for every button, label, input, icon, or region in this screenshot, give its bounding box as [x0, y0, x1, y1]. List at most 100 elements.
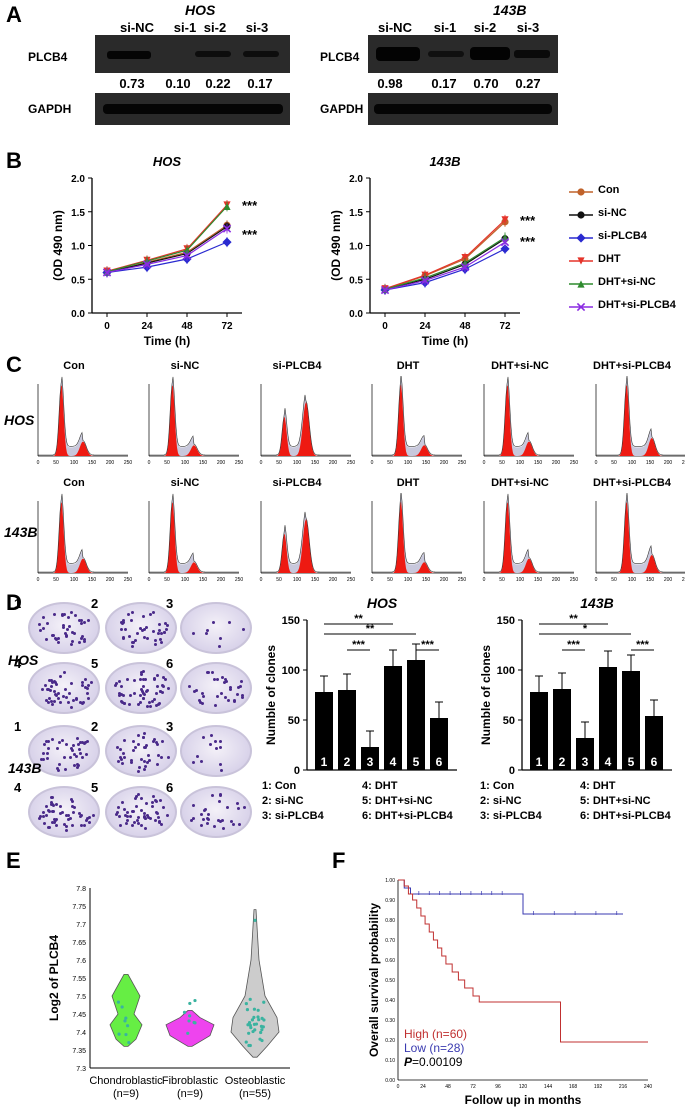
- flow-tick-label: 150: [311, 577, 320, 583]
- flow-tick-label: 250: [570, 460, 578, 466]
- bar-category-label: 4: [605, 755, 612, 769]
- dish-number: 5: [91, 780, 99, 795]
- flow-tick-label: 0: [37, 577, 40, 583]
- density-value: 0.10: [165, 76, 191, 91]
- violin-shape: [165, 1010, 215, 1047]
- clone-key-item: 3: si-PLCB4: [262, 810, 324, 822]
- sample-point: [253, 1028, 257, 1032]
- data-point: [461, 254, 469, 262]
- bar-category-label: 3: [582, 755, 589, 769]
- sample-point: [248, 1023, 252, 1028]
- y-tick-label: 50: [503, 715, 515, 727]
- flow-tick-label: 100: [181, 577, 190, 583]
- colony-dish: [28, 662, 100, 714]
- clone-key-item: 4: DHT: [580, 780, 616, 792]
- loading-label: GAPDH: [320, 102, 364, 116]
- data-point: [222, 224, 232, 233]
- growth-chart-hos: HOS 0.0 0.5 1.0 1.5 2.0 0 24 48 72 Time (h) (OD 490…: [51, 154, 258, 348]
- series-line: [106, 204, 228, 272]
- sample-point: [252, 1015, 256, 1019]
- x-tick-label: 24: [141, 321, 153, 332]
- flow-tick-label: 50: [164, 577, 170, 583]
- data-point: [102, 268, 112, 277]
- y-axis-label: Numble of clones: [264, 645, 278, 745]
- flow-tick-label: 150: [422, 577, 431, 583]
- y-tick-label: 100: [497, 665, 515, 677]
- flow-tick-label: 250: [347, 460, 355, 466]
- legend-label: si-NC: [598, 207, 627, 219]
- clone-key-item: 1: Con: [480, 780, 515, 792]
- flow-row-label: HOS: [4, 412, 35, 428]
- y-tick-label: 0: [509, 765, 515, 777]
- sample-point: [252, 1022, 257, 1026]
- flow-histogram: 0 50 100 150 200 250: [483, 376, 578, 466]
- legend-marker: [577, 211, 585, 219]
- bar-category-label: 5: [628, 755, 635, 769]
- sample-point: [182, 1010, 187, 1014]
- y-tick-label: 0.60: [385, 958, 395, 964]
- flow-tick-label: 150: [534, 577, 543, 583]
- survival-curve-low: [398, 879, 623, 915]
- flow-tick-label: 150: [199, 460, 208, 466]
- legend-high: High (n=60): [404, 1027, 467, 1041]
- colony-dish: [28, 725, 100, 777]
- y-tick-label: 0.5: [349, 275, 363, 286]
- flow-histogram: 0 50 100 150 200 250: [148, 493, 243, 583]
- flow-tick-label: 200: [664, 460, 673, 466]
- flow-tick-label: 100: [293, 460, 302, 466]
- x-tick-label: 192: [594, 1084, 603, 1090]
- flow-tick-label: 150: [88, 460, 97, 466]
- x-tick-label: 24: [420, 1084, 426, 1090]
- flow-tick-label: 0: [371, 577, 374, 583]
- y-tick-label: 7.35: [72, 1048, 86, 1055]
- y-tick-label: 7.65: [72, 940, 86, 947]
- series-line: [384, 238, 506, 290]
- flow-tick-label: 100: [516, 460, 525, 466]
- legend-item: si-NC: [568, 206, 683, 224]
- legend-item: si-PLCB4: [568, 229, 683, 247]
- y-tick-label: 0.0: [349, 309, 363, 320]
- flow-condition-label: Con: [63, 360, 85, 372]
- sample-point: [244, 1040, 248, 1044]
- growth-legend: Con si-NC si-PLCB4 DHT DHT+si-NC DHT+si-PLCB4: [568, 183, 683, 323]
- legend-marker: [576, 233, 586, 243]
- flow-tick-label: 250: [682, 460, 685, 466]
- clone-key-item: 5: DHT+si-NC: [362, 795, 433, 807]
- y-tick-label: 0.10: [385, 1058, 395, 1064]
- group-n: (n=9): [113, 1088, 139, 1100]
- y-tick-label: 7.7: [76, 922, 86, 929]
- sample-point: [120, 1005, 124, 1009]
- flow-tick-label: 50: [53, 577, 59, 583]
- flow-tick-label: 150: [534, 460, 543, 466]
- flow-condition-label: si-PLCB4: [272, 477, 322, 489]
- significance-mark: ***: [242, 198, 258, 213]
- sig-label: ***: [421, 639, 435, 651]
- x-tick-label: 0: [382, 321, 388, 332]
- series-line: [106, 226, 228, 274]
- y-tick-label: 7.55: [72, 976, 86, 983]
- flow-tick-label: 100: [404, 460, 413, 466]
- bar-category-label: 5: [413, 755, 420, 769]
- flow-condition-label: si-PLCB4: [272, 360, 322, 372]
- bar: [576, 738, 594, 770]
- violin-shape: [230, 909, 280, 1058]
- legend-label: si-PLCB4: [598, 230, 647, 242]
- bar-category-label: 2: [344, 755, 351, 769]
- sig-label: ***: [567, 639, 581, 651]
- y-tick-label: 7.6: [76, 958, 86, 965]
- bar: [622, 671, 640, 770]
- y-tick-label: 0.20: [385, 1038, 395, 1044]
- flow-tick-label: 150: [646, 460, 655, 466]
- flow-tick-label: 50: [611, 460, 617, 466]
- flow-tick-label: 250: [124, 577, 132, 583]
- density-value: 0.17: [431, 76, 457, 91]
- x-tick-label: 48: [181, 321, 193, 332]
- data-point: [500, 244, 510, 254]
- series-line: [106, 205, 228, 273]
- y-tick-label: 7.8: [76, 886, 86, 893]
- sample-point: [126, 1024, 130, 1028]
- flow-tick-label: 50: [387, 460, 393, 466]
- flow-tick-label: 200: [664, 577, 673, 583]
- x-tick-label: 144: [544, 1084, 553, 1090]
- dish-number: 5: [91, 656, 99, 671]
